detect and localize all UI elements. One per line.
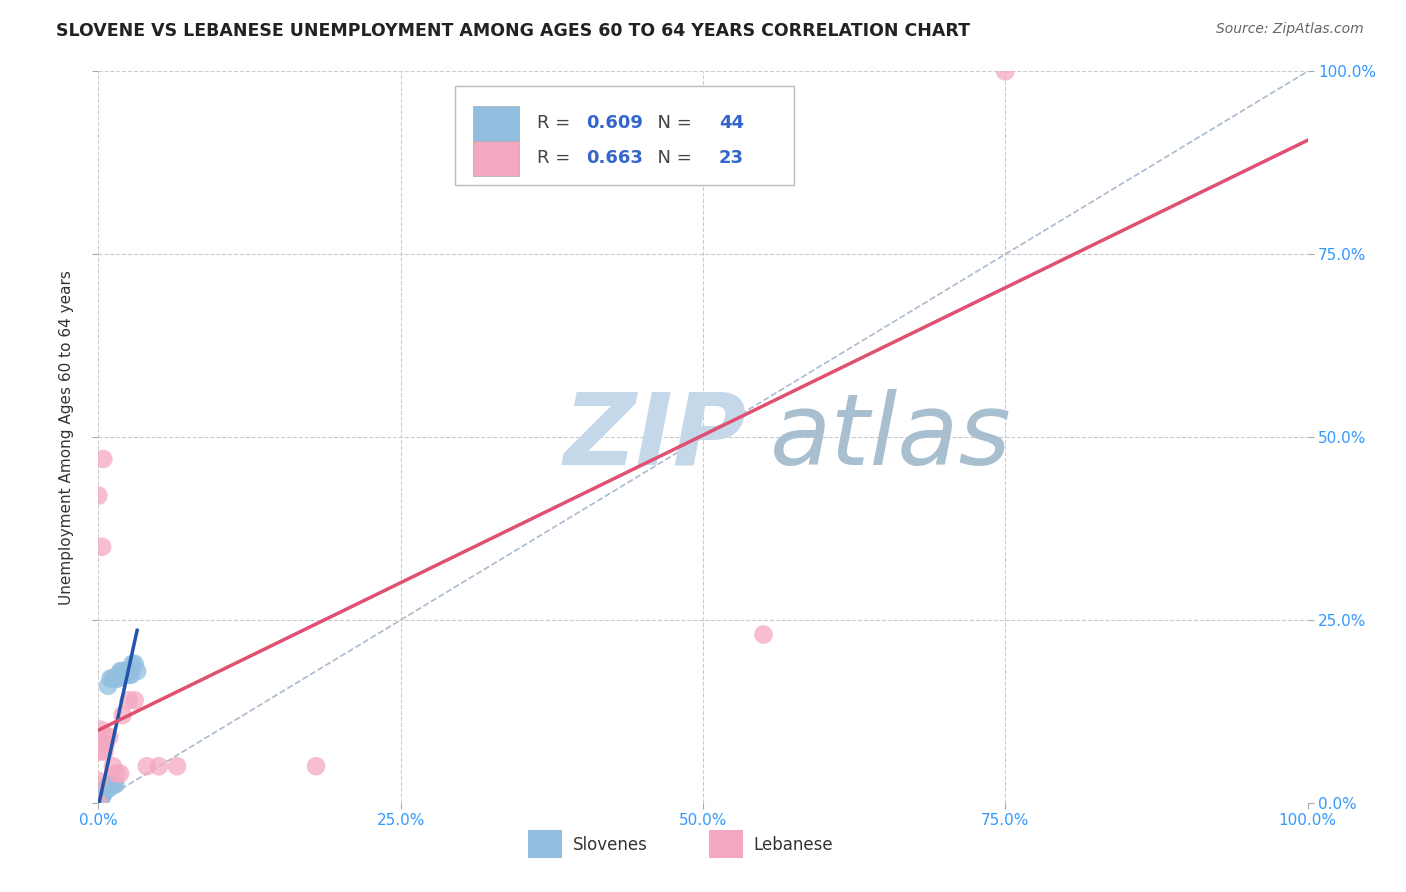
Point: [120, 667, 142, 681]
Point: [97, 777, 120, 792]
Text: N =: N =: [647, 149, 697, 168]
Point: [752, 627, 775, 641]
Bar: [709, 830, 742, 858]
Point: [87, 489, 110, 503]
Point: [103, 777, 125, 792]
Point: [98, 780, 121, 794]
Point: [89, 794, 111, 808]
Point: [108, 667, 131, 681]
Point: [101, 672, 124, 686]
Point: [93, 785, 115, 799]
Point: [97, 679, 120, 693]
Bar: [456, 86, 793, 185]
Point: [91, 786, 114, 800]
Point: [105, 766, 128, 780]
Point: [87, 773, 110, 788]
Point: [96, 730, 118, 744]
Point: [91, 789, 114, 804]
Point: [94, 737, 117, 751]
Text: R =: R =: [537, 114, 576, 132]
Bar: [527, 830, 561, 858]
Point: [108, 664, 131, 678]
Point: [127, 664, 149, 678]
Bar: [474, 106, 519, 141]
Text: ZIP: ZIP: [564, 389, 747, 485]
Point: [124, 657, 146, 671]
Point: [89, 791, 111, 805]
Point: [112, 664, 135, 678]
Point: [117, 664, 139, 678]
Point: [89, 793, 111, 807]
Point: [121, 657, 143, 671]
Point: [101, 759, 124, 773]
Point: [118, 693, 141, 707]
Point: [100, 777, 122, 792]
Point: [98, 781, 121, 796]
Text: 44: 44: [718, 114, 744, 132]
Text: Source: ZipAtlas.com: Source: ZipAtlas.com: [1216, 22, 1364, 37]
Point: [124, 693, 146, 707]
Text: 0.609: 0.609: [586, 114, 643, 132]
Point: [91, 452, 114, 467]
Point: [89, 745, 111, 759]
Point: [994, 64, 1017, 78]
Point: [96, 781, 118, 796]
Point: [105, 672, 128, 686]
Point: [87, 795, 110, 809]
Text: 23: 23: [718, 149, 744, 168]
Point: [90, 789, 112, 804]
Point: [108, 766, 131, 780]
Point: [305, 759, 328, 773]
Point: [135, 759, 157, 773]
Point: [90, 791, 112, 805]
Point: [87, 794, 110, 808]
Point: [110, 667, 132, 681]
Point: [94, 781, 117, 796]
Point: [91, 787, 114, 801]
Point: [94, 782, 117, 797]
Point: [91, 789, 114, 803]
Point: [107, 672, 129, 686]
Text: N =: N =: [647, 114, 697, 132]
Text: atlas: atlas: [769, 389, 1011, 485]
Point: [91, 540, 114, 554]
Bar: [474, 141, 519, 176]
Point: [87, 796, 110, 810]
Text: R =: R =: [537, 149, 576, 168]
Text: Lebanese: Lebanese: [754, 836, 834, 855]
Point: [100, 672, 122, 686]
Y-axis label: Unemployment Among Ages 60 to 64 years: Unemployment Among Ages 60 to 64 years: [59, 269, 75, 605]
Text: Slovenes: Slovenes: [572, 836, 647, 855]
Point: [89, 792, 111, 806]
Point: [93, 784, 115, 798]
Point: [166, 759, 188, 773]
Point: [87, 795, 110, 809]
Text: 0.663: 0.663: [586, 149, 643, 168]
Point: [90, 790, 112, 805]
Point: [98, 730, 121, 744]
Point: [148, 759, 170, 773]
Point: [90, 723, 112, 737]
Text: SLOVENE VS LEBANESE UNEMPLOYMENT AMONG AGES 60 TO 64 YEARS CORRELATION CHART: SLOVENE VS LEBANESE UNEMPLOYMENT AMONG A…: [56, 22, 970, 40]
Point: [100, 777, 122, 792]
Point: [118, 667, 141, 681]
Point: [104, 777, 127, 792]
Point: [93, 745, 115, 759]
Point: [111, 664, 134, 678]
Point: [87, 796, 110, 810]
Point: [111, 708, 134, 723]
Point: [114, 667, 136, 681]
